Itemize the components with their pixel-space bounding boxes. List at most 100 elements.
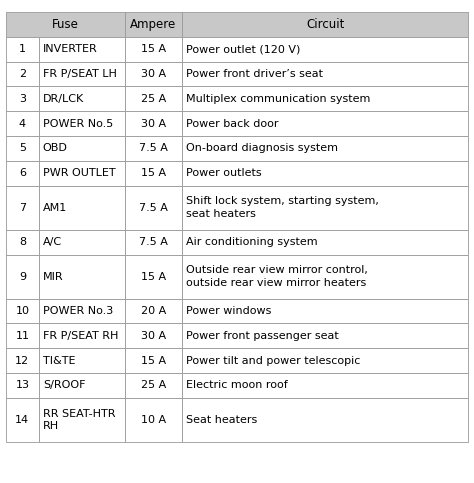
Bar — [182, 62, 468, 86]
Text: FR P/SEAT RH: FR P/SEAT RH — [43, 331, 118, 341]
Bar — [6, 230, 39, 255]
Text: 14: 14 — [15, 415, 29, 425]
Text: Air conditioning system: Air conditioning system — [186, 237, 318, 247]
Bar — [125, 62, 182, 86]
Bar — [6, 398, 39, 442]
Text: Electric moon roof: Electric moon roof — [186, 381, 288, 390]
Text: 15 A: 15 A — [141, 271, 166, 282]
Bar — [125, 324, 182, 348]
Text: Power outlets: Power outlets — [186, 168, 262, 178]
Text: 4: 4 — [19, 119, 26, 128]
Bar — [182, 255, 468, 298]
Bar — [6, 348, 39, 373]
Text: Power outlet (120 V): Power outlet (120 V) — [186, 44, 301, 54]
Bar — [6, 62, 39, 86]
Bar — [39, 136, 125, 161]
Text: PWR OUTLET: PWR OUTLET — [43, 168, 115, 178]
Bar — [182, 324, 468, 348]
Text: Power back door: Power back door — [186, 119, 279, 128]
Text: 7.5 A: 7.5 A — [139, 143, 168, 154]
Bar — [125, 255, 182, 298]
Text: 30 A: 30 A — [141, 119, 166, 128]
Text: DR/LCK: DR/LCK — [43, 94, 84, 104]
Bar — [39, 62, 125, 86]
Bar — [125, 185, 182, 230]
Bar — [6, 373, 39, 398]
Text: Fuse: Fuse — [52, 18, 79, 31]
Bar — [182, 136, 468, 161]
Bar — [182, 86, 468, 111]
Text: 15 A: 15 A — [141, 168, 166, 178]
Bar — [182, 398, 468, 442]
Bar — [6, 298, 39, 324]
Text: Power front driver’s seat: Power front driver’s seat — [186, 69, 323, 79]
Text: 30 A: 30 A — [141, 69, 166, 79]
Text: 25 A: 25 A — [141, 94, 166, 104]
Bar — [125, 12, 182, 37]
Bar — [125, 298, 182, 324]
Bar — [39, 298, 125, 324]
Text: 13: 13 — [15, 381, 29, 390]
Bar — [182, 230, 468, 255]
Bar — [125, 37, 182, 62]
Text: 15 A: 15 A — [141, 355, 166, 366]
Text: 1: 1 — [19, 44, 26, 54]
Text: Seat heaters: Seat heaters — [186, 415, 257, 425]
Bar — [125, 398, 182, 442]
Bar — [39, 37, 125, 62]
Text: RR SEAT-HTR
RH: RR SEAT-HTR RH — [43, 409, 115, 431]
Text: Ampere: Ampere — [130, 18, 177, 31]
Text: 15 A: 15 A — [141, 44, 166, 54]
Text: 8: 8 — [19, 237, 26, 247]
Bar — [125, 111, 182, 136]
Text: 5: 5 — [19, 143, 26, 154]
Bar — [125, 136, 182, 161]
Text: 25 A: 25 A — [141, 381, 166, 390]
Bar — [6, 136, 39, 161]
Bar — [182, 373, 468, 398]
Text: 6: 6 — [19, 168, 26, 178]
Bar — [39, 185, 125, 230]
Bar — [182, 111, 468, 136]
Text: 7.5 A: 7.5 A — [139, 237, 168, 247]
Text: AM1: AM1 — [43, 203, 67, 213]
Bar — [182, 37, 468, 62]
Bar — [39, 373, 125, 398]
Bar — [125, 373, 182, 398]
Bar — [125, 230, 182, 255]
Bar — [39, 324, 125, 348]
Bar — [6, 12, 125, 37]
Text: POWER No.3: POWER No.3 — [43, 306, 113, 316]
Text: Multiplex communication system: Multiplex communication system — [186, 94, 371, 104]
Bar — [39, 348, 125, 373]
Bar — [125, 161, 182, 185]
Text: 10 A: 10 A — [141, 415, 166, 425]
Text: 9: 9 — [19, 271, 26, 282]
Bar — [39, 161, 125, 185]
Text: POWER No.5: POWER No.5 — [43, 119, 113, 128]
Bar — [6, 324, 39, 348]
Text: 10: 10 — [15, 306, 29, 316]
Bar — [6, 161, 39, 185]
Text: MIR: MIR — [43, 271, 64, 282]
Bar — [39, 398, 125, 442]
Bar — [6, 255, 39, 298]
Bar — [6, 111, 39, 136]
Text: Shift lock system, starting system,
seat heaters: Shift lock system, starting system, seat… — [186, 197, 379, 219]
Text: 30 A: 30 A — [141, 331, 166, 341]
Text: OBD: OBD — [43, 143, 68, 154]
Bar — [125, 86, 182, 111]
Text: S/ROOF: S/ROOF — [43, 381, 85, 390]
Bar — [182, 12, 468, 37]
Bar — [39, 255, 125, 298]
Text: Outside rear view mirror control,
outside rear view mirror heaters: Outside rear view mirror control, outsid… — [186, 265, 368, 288]
Text: 7: 7 — [19, 203, 26, 213]
Text: 3: 3 — [19, 94, 26, 104]
Bar — [125, 348, 182, 373]
Text: On-board diagnosis system: On-board diagnosis system — [186, 143, 338, 154]
Bar — [182, 185, 468, 230]
Bar — [6, 185, 39, 230]
Text: Power front passenger seat: Power front passenger seat — [186, 331, 339, 341]
Text: Circuit: Circuit — [306, 18, 345, 31]
Text: TI&TE: TI&TE — [43, 355, 75, 366]
